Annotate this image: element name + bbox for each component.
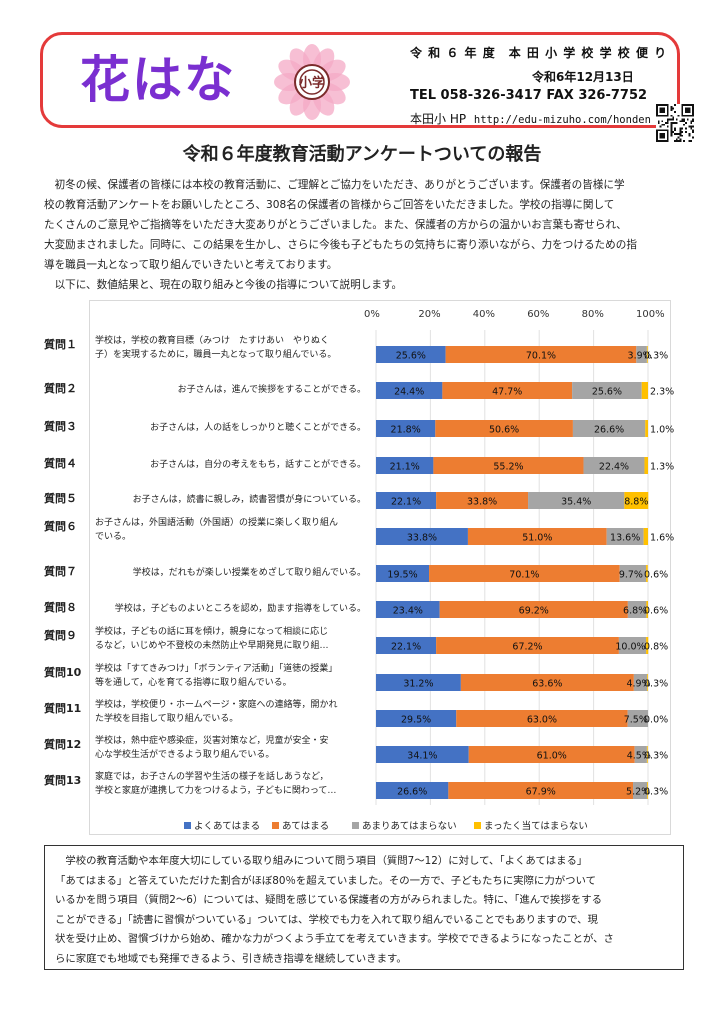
x-axis-tick-label: 0% [364,309,380,320]
school-seal-icon: 小学 [274,44,350,120]
question-text: お子さんは，人の話をしっかりと聴くことができる。 [150,423,366,433]
question-text-line: でいる。 [95,532,132,542]
legend-label: まったく当てはまらない [484,821,588,832]
intro-line: 導を職員一丸となって取り組んでいきたいと考えております。 [44,259,338,271]
question-text: 学校は，子どものよいところを認め，励ます指導をしている。 [114,604,366,614]
summary-line: ことができる」「読書に習慣がついている」ついては、学校でも力を入れて取り組んでい… [55,913,598,926]
question-number-label: 質問７ [44,565,77,578]
question-number-label: 質問５ [44,492,77,505]
question-number-label: 質問10 [44,666,82,679]
question-text-line: お子さんは，外国語活動（外国語）の授業に楽しく取り組ん [95,518,339,528]
question-text: 学校は，子どもの話に耳を傾け，親身になって相談に応じ るなど，いじめや不登校の未然… [95,625,365,653]
intro-line: 以下に、数値結果と、現在の取り組みと今後の指導について説明します。 [44,279,403,291]
question-number-label: 質問４ [44,457,77,470]
question-text: 学校は，学校便り・ホームページ・家庭への連絡等，開かれ た学校を目指して取り組んで… [95,698,365,726]
legend-swatch [184,821,191,829]
question-text-line: 学校は，熱中症や感染症，災害対策など，児童が安全・安 [95,736,329,746]
question-text: お子さんは，自分の考えをもち，話すことができる。 [150,460,366,470]
question-text: 学校は，熱中症や感染症，災害対策など，児童が安全・安 心な学校生活ができるよう取り… [95,734,365,762]
seal-text: 小学 [299,75,325,91]
newsletter-header [40,32,680,128]
school-newsletter-title: 令 和 ６ 年 度 本 田 小 学 校 学 校 便 り [410,46,668,60]
x-axis-tick-label: 100% [636,309,665,320]
question-number-label: 質問３ [44,420,77,433]
summary-line: いるかを問う項目（質問2～6）については、疑問を感じている保護者の方がみられまし… [55,894,602,906]
question-text-line: た学校を目指して取り組んでいる。 [95,714,239,724]
question-number-label: 質問13 [44,774,82,787]
legend-swatch [352,821,359,829]
question-number-label: 質問１ [44,338,77,351]
question-number-label: 質問12 [44,738,82,751]
question-text: 家庭では，お子さんの学習や生活の様子を話しあうなど， 学校と家庭が連携して力をつけ… [95,770,365,798]
question-text-line: 学校は「すてきみつけ」「ボランティア活動」「道徳の授業」 [95,664,338,674]
summary-line: らに家庭でも地域でも発揮できるよう、引き続き指導を継続していきます。 [55,952,407,965]
issue-date: 令和6年12月13日 [532,70,634,84]
question-text-line: 子）を実現するために，職員一丸となって取り組んでいる。 [95,350,337,360]
summary-line: 学校の教育活動や本年度大切にしている取り組みについて問う項目（質問7～12）に対… [55,855,588,867]
question-number-label: 質問11 [44,702,82,715]
x-axis-tick-label: 20% [418,309,441,320]
legend-swatch [474,821,481,829]
x-axis-tick-label: 40% [472,309,496,320]
question-text: 学校は，だれもが楽しい授業をめざして取り組んでいる。 [132,568,366,578]
question-text-line: 等を通して，心を育てる指導に取り組んでいる。 [95,678,292,688]
qr-code-icon[interactable] [656,104,694,142]
summary-box: 学校の教育活動や本年度大切にしている取り組みについて問う項目（質問7～12）に対… [44,845,684,970]
legend-label: よくあてはまる [194,821,261,832]
question-text-line: 家庭では，お子さんの学習や生活の様子を話しあうなど， [95,772,329,782]
question-text: 学校は「すてきみつけ」「ボランティア活動」「道徳の授業」 等を通して，心を育てる指… [95,662,365,690]
hp-url-link[interactable]: http://edu-mizuho.com/honden [473,114,651,126]
question-text-line: るなど，いじめや不登校の未然防止や早期発見に取り組… [95,641,329,651]
legend-label: あてはまる [282,821,330,832]
x-axis-tick-label: 80% [581,309,604,320]
question-text: お子さんは，読書に親しみ，読書習慣が身についている。 [132,495,366,505]
legend-swatch [272,821,279,829]
contact-phone-fax: TEL 058-326-3417 FAX 326-7752 [410,88,648,103]
intro-text: 初冬の候、保護者の皆様には本校の教育活動に、ご理解とご協力をいただき、ありがとう… [44,175,684,295]
legend-entry: よくあてはまる [184,818,260,832]
intro-line: 大変励まされました。同時に、この結果を生かし、さらに今後も子どもたちの気持ちに寄… [44,239,637,251]
question-text-line: 学校は，子どもの話に耳を傾け，親身になって相談に応じ [95,627,329,637]
legend-entry: あてはまる [272,818,329,832]
x-axis-tick-label: 60% [527,309,550,320]
intro-line: たくさんのご意見やご指摘等をいただき大変ありがとうございました。また、保護者の方… [44,219,627,231]
question-text: 学校は，学校の教育目標（みつけ たすけあい やりぬく 子）を実現するために，職員一… [95,334,365,362]
intro-line: 校の教育活動アンケートをお願いしたところ、308名の保護者の皆様からご回答をいた… [44,199,615,211]
newsletter-logo: 花はな [80,51,236,109]
legend-entry: まったく当てはまらない [474,818,588,832]
question-number-label: 質問２ [44,382,77,395]
survey-chart-frame [89,300,671,835]
summary-line: 「あてはまる」と答えていただけた割合がほぼ80％を超えていました。その一方で、子… [55,874,596,887]
question-text-line: 学校と家庭が連携して力をつけるよう，子どもに関わって… [95,786,337,796]
summary-line: 状を受け止め、習慣づけから始め、確かな力がつくよう手立てを考えていきます。学校で… [55,933,614,945]
question-number-label: 質問８ [44,601,77,614]
hp-label: 本田小 HP [410,112,467,126]
question-number-label: 質問９ [44,629,77,642]
question-text-line: 学校は，学校便り・ホームページ・家庭への連絡等，開かれ [95,700,338,710]
question-text: お子さんは，外国語活動（外国語）の授業に楽しく取り組ん でいる。 [95,516,365,544]
question-text: お子さんは，進んで挨拶をすることができる。 [177,385,366,395]
question-text-line: 心な学校生活ができるよう取り組んでいる。 [95,750,275,760]
report-title: 令和６年度教育活動アンケートついての報告 [182,144,542,165]
intro-line: 初冬の候、保護者の皆様には本校の教育活動に、ご理解とご協力をいただき、ありがとう… [44,179,625,191]
question-text-line: 学校は，学校の教育目標（みつけ たすけあい やりぬく [95,336,330,346]
legend-label: あまりあてはまらない [362,821,457,832]
legend-entry: あまりあてはまらない [352,818,457,832]
question-number-label: 質問６ [44,520,77,533]
